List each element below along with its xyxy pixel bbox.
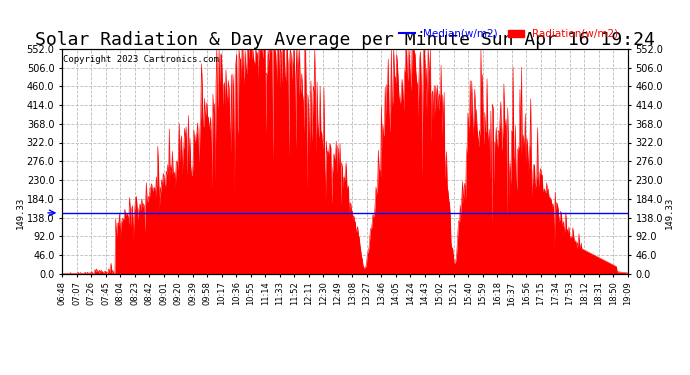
Text: Copyright 2023 Cartronics.com: Copyright 2023 Cartronics.com bbox=[63, 56, 219, 64]
Legend: Median(w/m2), Radiation(w/m2): Median(w/m2), Radiation(w/m2) bbox=[395, 25, 622, 43]
Text: 149.33: 149.33 bbox=[664, 197, 673, 229]
Text: 149.33: 149.33 bbox=[17, 197, 26, 229]
Title: Solar Radiation & Day Average per Minute Sun Apr 16 19:24: Solar Radiation & Day Average per Minute… bbox=[35, 31, 655, 49]
